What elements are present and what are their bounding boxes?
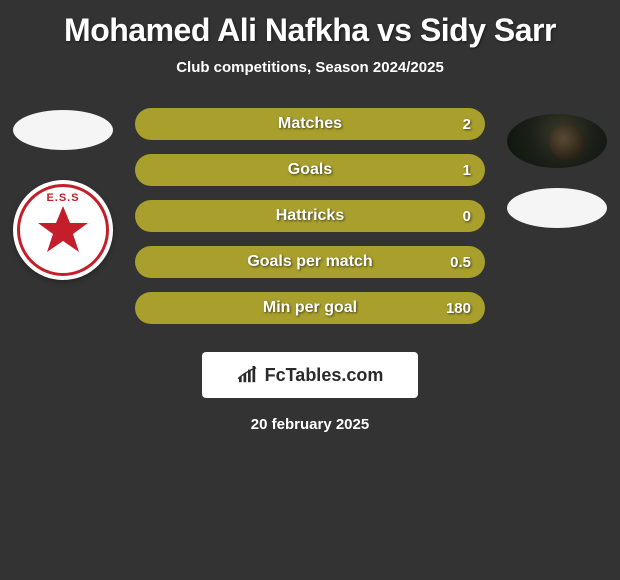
stat-label: Hattricks <box>276 207 344 225</box>
comparison-block: E.S.S Matches 2 Goals 1 Hattricks 0 Goal… <box>0 108 620 324</box>
player-left-avatar <box>13 110 113 150</box>
stat-label: Min per goal <box>263 299 357 317</box>
star-icon <box>33 200 93 260</box>
stat-label: Matches <box>278 115 342 133</box>
bar-chart-icon <box>237 366 259 384</box>
stat-bar-goals: Goals 1 <box>135 154 485 186</box>
stat-label: Goals per match <box>247 253 372 271</box>
stat-bar-matches: Matches 2 <box>135 108 485 140</box>
stat-bars: Matches 2 Goals 1 Hattricks 0 Goals per … <box>135 108 485 324</box>
page-title: Mohamed Ali Nafkha vs Sidy Sarr <box>0 0 620 49</box>
club-left-logo: E.S.S <box>13 180 113 280</box>
stat-value: 0.5 <box>450 254 471 271</box>
subtitle: Club competitions, Season 2024/2025 <box>0 59 620 76</box>
player-left-column: E.S.S <box>8 110 118 280</box>
stat-value: 2 <box>463 116 471 133</box>
stat-label: Goals <box>288 161 332 179</box>
stat-value: 0 <box>463 208 471 225</box>
date-label: 20 february 2025 <box>0 416 620 433</box>
watermark-badge: FcTables.com <box>202 352 418 398</box>
stat-value: 1 <box>463 162 471 179</box>
stat-bar-min-per-goal: Min per goal 180 <box>135 292 485 324</box>
stat-bar-goals-per-match: Goals per match 0.5 <box>135 246 485 278</box>
watermark-text: FcTables.com <box>265 365 384 386</box>
stat-value: 180 <box>446 300 471 317</box>
player-right-photo <box>507 114 607 168</box>
club-right-avatar <box>507 188 607 228</box>
stat-bar-hattricks: Hattricks 0 <box>135 200 485 232</box>
player-right-column <box>502 114 612 228</box>
